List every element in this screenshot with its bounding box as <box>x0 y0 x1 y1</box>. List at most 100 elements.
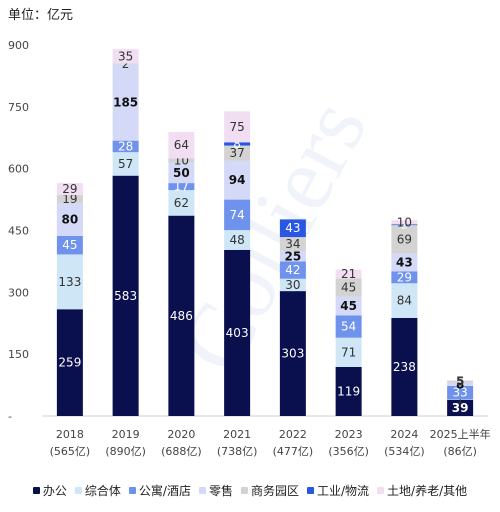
bar-segment <box>335 315 362 338</box>
data-label: 39 <box>452 401 469 415</box>
bar-segment <box>224 142 251 146</box>
bar-segment <box>112 49 139 64</box>
bar-segment <box>391 220 418 225</box>
data-label: 71 <box>341 345 356 359</box>
data-label: 57 <box>118 157 133 171</box>
legend-item: 零售 <box>198 482 233 499</box>
bar-segment <box>168 158 195 163</box>
y-tick-label: 750 <box>8 101 29 114</box>
bar-segment <box>56 254 83 310</box>
legend-swatch <box>74 487 82 494</box>
bar-segment <box>391 225 418 254</box>
y-tick-label: 150 <box>8 348 29 361</box>
x-axis: 2018 (565亿) 2019 (890亿) 2020 (688亿) 2021 (738亿)… <box>50 427 491 458</box>
data-label: 45 <box>341 281 356 295</box>
y-tick-label: - <box>8 410 12 423</box>
x-tick-total: (738亿) <box>217 445 258 458</box>
bar-segment <box>391 283 418 318</box>
bar-segment <box>447 399 474 416</box>
data-label: 303 <box>281 347 304 361</box>
x-tick-total: (356亿) <box>328 445 369 458</box>
y-tick-label: 300 <box>8 286 29 299</box>
data-label: 2 <box>401 218 409 232</box>
legend-label: 办公 <box>42 484 67 498</box>
bar-segment <box>279 291 306 416</box>
bar-segment <box>224 230 251 250</box>
bar-segment <box>168 162 195 184</box>
data-label: 45 <box>340 299 357 313</box>
y-axis: - 150 300 450 600 750 900 <box>8 39 29 423</box>
data-label: 42 <box>285 263 300 277</box>
legend-swatch <box>377 487 385 494</box>
data-label: 43 <box>396 255 413 269</box>
data-label: 75 <box>229 120 244 134</box>
data-label: 119 <box>337 384 360 398</box>
bar-segment <box>168 131 195 159</box>
data-label: 80 <box>62 212 79 226</box>
data-label: 133 <box>58 275 81 289</box>
data-label: 10 <box>397 215 412 229</box>
data-label: 486 <box>170 309 193 323</box>
bar-segment <box>447 385 474 400</box>
legend-label: 商务园区 <box>250 484 299 498</box>
x-tick-label: 2022 <box>279 428 307 441</box>
bar-segment <box>112 63 139 65</box>
legend-swatch <box>306 487 314 494</box>
data-label: 94 <box>229 173 246 187</box>
bar-segment <box>224 249 251 416</box>
data-label: 25 <box>285 249 302 263</box>
data-label: 30 <box>285 278 300 292</box>
legend-item: 商务园区 <box>240 482 299 499</box>
data-label: 5 <box>456 375 464 389</box>
data-label: 8 <box>233 137 241 151</box>
bar-segment <box>447 382 474 386</box>
bar-segment <box>447 380 474 383</box>
unit-label: 单位：亿元 <box>8 8 74 23</box>
x-tick-total: (565亿) <box>50 445 91 458</box>
x-tick-label: 2025上半年 <box>430 427 491 441</box>
data-label: 84 <box>397 294 412 308</box>
legend-swatch <box>198 487 206 494</box>
bar-segment <box>391 317 418 416</box>
data-label: 54 <box>341 320 356 334</box>
bar-segment <box>112 140 139 153</box>
legend-item: 工业/物流 <box>306 482 369 499</box>
data-label: 37 <box>229 146 244 160</box>
data-label: 29 <box>397 270 412 284</box>
x-tick-total: (688亿) <box>161 445 202 458</box>
legend-swatch <box>128 487 136 494</box>
legend-swatch <box>240 487 248 494</box>
data-label: 2 <box>122 57 130 71</box>
legend-label: 公寓/酒店 <box>138 484 191 498</box>
data-label: 238 <box>393 360 416 374</box>
bar-segment <box>279 219 306 238</box>
x-tick-label: 2019 <box>112 428 140 441</box>
data-label: 35 <box>118 49 133 63</box>
bar-segment <box>224 199 251 231</box>
bar-segment <box>391 253 418 272</box>
legend-swatch <box>32 487 40 494</box>
data-label: 45 <box>62 238 77 252</box>
legend: 办公 综合体 公寓/酒店 零售 商务园区 工业/物流 土地/养老/其他 <box>0 482 500 499</box>
bar-segment <box>224 145 251 161</box>
bar-segment <box>279 261 306 279</box>
bar-segment <box>279 278 306 292</box>
data-label: 34 <box>285 237 300 251</box>
bar-segment <box>391 224 418 226</box>
y-tick-label: 450 <box>8 225 29 238</box>
data-label: 69 <box>397 232 412 246</box>
legend-item: 办公 <box>32 482 67 499</box>
data-label: 50 <box>173 166 190 180</box>
data-label: 62 <box>174 196 189 210</box>
x-tick-label: 2021 <box>223 428 251 441</box>
bar-segment <box>112 64 139 141</box>
data-label: 21 <box>341 267 356 281</box>
bar-segment <box>335 296 362 316</box>
bar-segment <box>224 160 251 200</box>
data-label: 1 <box>456 393 464 407</box>
bar-segment <box>391 271 418 284</box>
bars: 2591334580192958357281852354866217501064… <box>56 49 474 416</box>
x-tick-label: 2023 <box>335 428 363 441</box>
legend-item: 综合体 <box>74 482 121 499</box>
bar-segment <box>224 111 251 143</box>
